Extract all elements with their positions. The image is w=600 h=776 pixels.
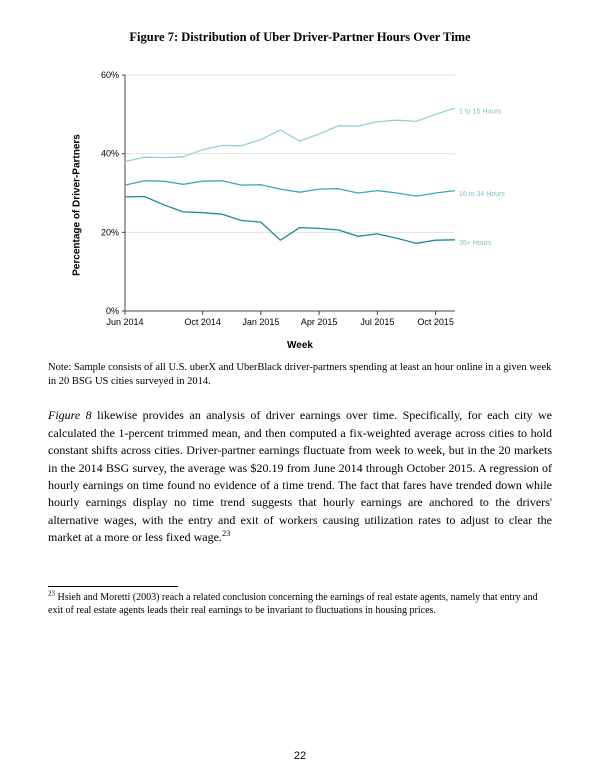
figure-note: Note: Sample consists of all U.S. uberX … [48, 361, 552, 389]
svg-text:Oct 2015: Oct 2015 [417, 317, 454, 327]
svg-text:60%: 60% [101, 70, 119, 80]
y-axis-label: Percentage of Driver-Partners [72, 134, 83, 276]
svg-text:0%: 0% [106, 306, 119, 316]
svg-text:Oct 2014: Oct 2014 [184, 317, 221, 327]
chart-container: Percentage of Driver-Partners 0%20%40%60… [85, 65, 515, 345]
figure-title: Figure 7: Distribution of Uber Driver-Pa… [46, 30, 554, 45]
svg-text:20%: 20% [101, 227, 119, 237]
svg-text:Jun 2014: Jun 2014 [106, 317, 143, 327]
footnote-rule [48, 586, 178, 587]
svg-text:1 to 15 Hours: 1 to 15 Hours [459, 108, 502, 115]
svg-text:Jan 2015: Jan 2015 [242, 317, 279, 327]
x-axis-label: Week [287, 340, 313, 351]
svg-text:35+ Hours: 35+ Hours [459, 240, 492, 247]
svg-text:40%: 40% [101, 149, 119, 159]
line-chart: 0% 20% 40% 60% Jun 2014 Oct 2014 Jan 2015 Apr 2… [85, 65, 515, 345]
body-paragraph: Figure 8 likewise provides an analysis o… [48, 407, 552, 546]
svg-text:Apr 2015: Apr 2015 [301, 317, 338, 327]
page-number: 22 [294, 750, 306, 762]
footnote-23: 23 Hsieh and Moretti (2003) reach a rela… [48, 591, 552, 617]
svg-text:Jul 2015: Jul 2015 [360, 317, 394, 327]
svg-text:16 to 34 Hours: 16 to 34 Hours [459, 191, 505, 198]
